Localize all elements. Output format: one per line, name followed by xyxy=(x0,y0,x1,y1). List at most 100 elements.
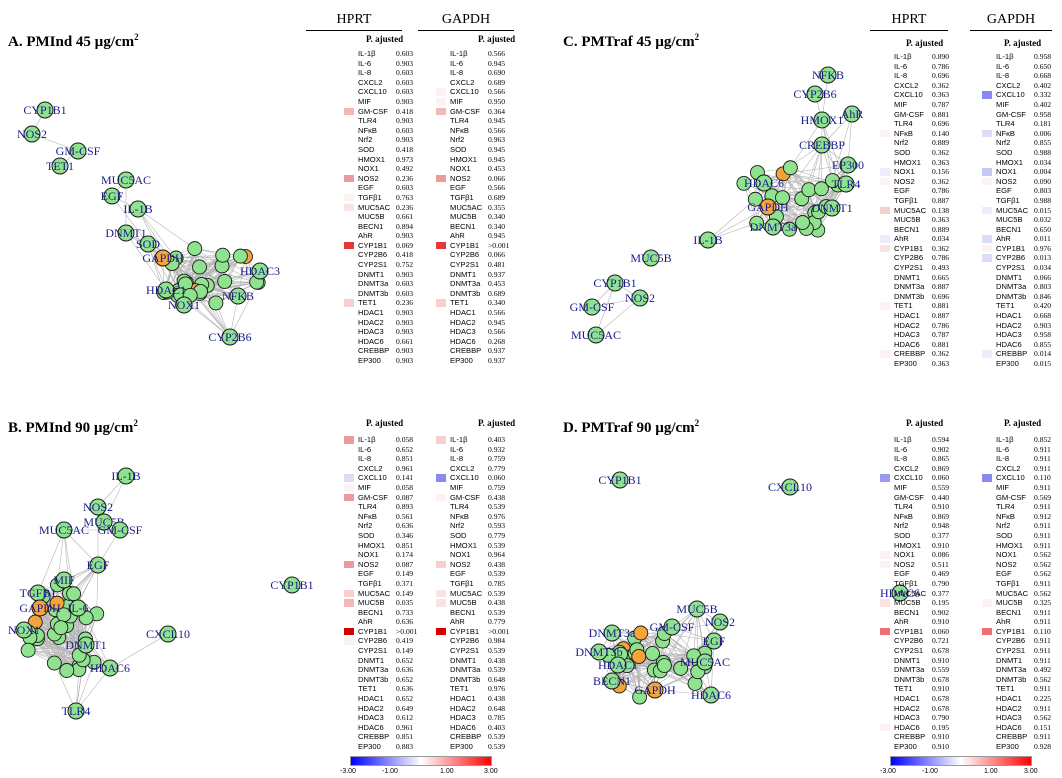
gene-label: TGFβ1 xyxy=(450,192,474,202)
network-node xyxy=(642,249,660,267)
gene-label: EGF xyxy=(996,569,1012,579)
gene-label: AhR xyxy=(996,617,1011,627)
gene-label: SOD xyxy=(450,530,467,540)
network-edge xyxy=(847,113,853,166)
fold-change-swatch xyxy=(344,299,354,307)
fold-change-swatch xyxy=(982,226,992,234)
fold-change-swatch xyxy=(880,274,890,282)
gene-label: MUC5AC xyxy=(450,588,483,598)
fold-change-swatch xyxy=(344,223,354,231)
gene-label: HDAC2 xyxy=(358,317,384,327)
gene-label: DNMT1 xyxy=(894,655,921,665)
fold-change-swatch xyxy=(344,513,354,521)
gene-label: HDAC1 xyxy=(996,694,1022,704)
gene-label: HDAC3 xyxy=(358,713,384,723)
gene-label: TGFβ1 xyxy=(358,192,382,202)
gene-label: CREBBP xyxy=(450,732,482,742)
fold-change-swatch xyxy=(982,494,992,502)
fold-change-swatch xyxy=(880,206,890,214)
node-label: CREBBP xyxy=(799,138,845,152)
node-label: HDAC1 xyxy=(598,658,638,672)
network-node xyxy=(232,248,248,264)
fold-change-swatch xyxy=(982,513,992,521)
p-value: 0.174 xyxy=(396,550,414,560)
fold-change-swatch xyxy=(880,705,890,713)
gene-label: CYP1B1 xyxy=(894,626,924,636)
node-label: NOX1 xyxy=(8,623,40,637)
fold-change-swatch xyxy=(880,244,890,253)
fold-change-swatch xyxy=(880,293,890,301)
gene-label: MUC5B xyxy=(996,598,1023,608)
gene-label: MUC5B xyxy=(894,215,921,225)
gene-label: IL-1β xyxy=(450,435,468,444)
gene-label: NFκB xyxy=(358,125,377,135)
node-label: DNMT1 xyxy=(811,201,852,215)
gene-label: CYP2S1 xyxy=(996,263,1026,273)
network-node xyxy=(759,198,777,216)
fold-change-swatch xyxy=(880,695,890,703)
gene-label: CYP2S1 xyxy=(450,260,480,270)
gene-label: CREBBP xyxy=(894,349,926,359)
fold-change-swatch xyxy=(880,599,890,607)
p-value: 0.034 xyxy=(1034,157,1052,167)
fold-change-swatch xyxy=(344,676,354,684)
network-node xyxy=(157,281,175,299)
p-value: 0.149 xyxy=(396,569,414,579)
node-label: DNMT1 xyxy=(65,638,106,652)
gene-label: CXCL10 xyxy=(358,87,387,97)
p-value: 0.636 xyxy=(396,684,414,694)
gene-label: CYP1B1 xyxy=(996,626,1026,636)
node-label: MUC5AC xyxy=(101,173,151,187)
gene-label: Nrf2 xyxy=(450,521,465,531)
p-value: 0.910 xyxy=(932,540,950,550)
gene-label: AhR xyxy=(358,231,373,241)
fold-change-swatch xyxy=(344,127,354,135)
network-node xyxy=(175,296,193,314)
fold-change-swatch xyxy=(880,264,890,272)
fold-change-swatch xyxy=(344,174,354,183)
gene-label: IL-8 xyxy=(450,454,464,464)
p-value: 0.865 xyxy=(932,454,950,464)
fold-change-swatch xyxy=(982,647,992,655)
gene-label: CXCL10 xyxy=(358,473,387,483)
fold-change-swatch xyxy=(880,283,890,291)
gene-label: MUC5B xyxy=(358,598,385,608)
gene-label: CREBBP xyxy=(450,346,482,356)
gene-label: HMOX1 xyxy=(450,154,478,164)
header-hprt-right: HPRT xyxy=(870,12,948,31)
gene-label: DNMT3a xyxy=(996,665,1027,675)
panel-title-d: D. PMTraf 90 µg/cm2 xyxy=(563,418,699,437)
p-value: 0.015 xyxy=(1034,359,1052,368)
network-edge xyxy=(184,255,241,282)
fold-change-swatch xyxy=(344,570,354,578)
network-node xyxy=(101,659,119,677)
fold-change-swatch xyxy=(880,474,890,482)
fold-change-swatch xyxy=(436,299,446,307)
node-label: CYP1B1 xyxy=(23,103,66,117)
gene-label: DNMT3a xyxy=(450,279,481,289)
network-node xyxy=(633,625,649,641)
network-edge xyxy=(63,529,74,594)
p-value: 0.678 xyxy=(932,646,950,656)
network-edge xyxy=(54,662,77,712)
fold-change-swatch xyxy=(880,63,890,71)
fold-change-swatch xyxy=(982,274,992,282)
fold-change-swatch xyxy=(436,627,446,636)
gene-label: TET1 xyxy=(996,301,1015,311)
gene-label: DNMT3b xyxy=(358,288,389,298)
fold-change-swatch xyxy=(880,676,890,684)
gene-label: HMOX1 xyxy=(358,540,386,550)
fold-change-swatch xyxy=(880,446,890,454)
node-label: CYP2B6 xyxy=(793,87,836,101)
fold-change-swatch xyxy=(880,618,890,626)
fold-change-swatch xyxy=(344,657,354,665)
scale-right-midlow: -1.00 xyxy=(922,768,938,775)
fold-change-swatch xyxy=(880,542,890,550)
fold-change-swatch xyxy=(982,484,992,492)
p-value: 0.948 xyxy=(932,521,950,531)
scale-left-midhigh: 1.00 xyxy=(440,768,454,775)
network-node xyxy=(645,646,660,661)
fold-change-swatch xyxy=(344,98,354,106)
p-value: 0.937 xyxy=(488,269,506,279)
fold-change-swatch xyxy=(436,474,446,482)
